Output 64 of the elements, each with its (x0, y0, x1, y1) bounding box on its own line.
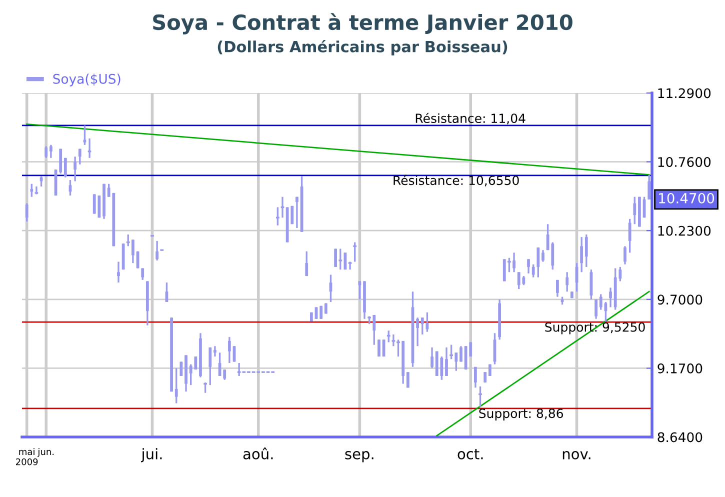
candlestick (305, 250, 308, 277)
candlestick (296, 196, 298, 229)
x-tick-label: aoû. (243, 448, 273, 460)
candlestick (527, 258, 530, 274)
candlestick (628, 218, 632, 254)
candlestick (542, 249, 544, 263)
ref-line-label: Support: 9,5250 (545, 322, 645, 334)
y-tick-label: 9.7000 (658, 294, 702, 305)
candlestick (609, 286, 612, 308)
ref-line-label: Résistance: 10,6550 (394, 174, 519, 186)
x-tick-label: jui. (140, 448, 162, 462)
x-tick-label: jun. (38, 448, 54, 457)
candlestick (484, 371, 487, 384)
candlestick (208, 346, 212, 386)
candlestick (228, 336, 231, 364)
candlestick (214, 345, 216, 358)
candlestick (420, 316, 424, 336)
y-tick-label: 8.6400 (658, 432, 702, 442)
chart-title: Soya - Contrat à terme Janvier 2010 (153, 13, 572, 34)
candlestick (624, 245, 626, 266)
candlestick (30, 183, 34, 198)
text: 10.4700 (659, 192, 714, 204)
candlestick (174, 367, 178, 404)
candlestick (416, 316, 420, 347)
candlestick (117, 260, 120, 284)
y-tick-label: 10.7600 (658, 157, 711, 167)
candlestick (584, 234, 588, 268)
y-tick-label: 9.1700 (658, 363, 702, 374)
candlestick (460, 345, 462, 363)
x-tick-label: sep. (345, 451, 374, 462)
candlestick (25, 202, 28, 222)
candlestick (430, 346, 434, 370)
candlestick (223, 368, 226, 381)
legend-label: Soya($US) (53, 74, 120, 86)
candlestick (156, 240, 159, 262)
candlestick (566, 271, 569, 292)
candlestick (532, 264, 535, 278)
candlestick (474, 366, 477, 389)
ref-line-label: Résistance: 11,04 (416, 112, 526, 124)
ref-line-label: Support: 8,86 (479, 408, 564, 421)
candlestick (320, 305, 323, 320)
candlestick (556, 279, 559, 298)
x-tick-label: nov. (562, 451, 590, 460)
candlestick (83, 124, 86, 146)
candlestick (74, 156, 77, 182)
chart-subtitle: (Dollars Américains par Boisseau) (218, 40, 508, 56)
candlestick (49, 144, 52, 159)
x-tick-label: mai 2009 (16, 448, 38, 466)
candlestick (406, 371, 410, 389)
candlestick (44, 145, 48, 159)
candlestick (648, 174, 651, 200)
candlestick (633, 196, 636, 225)
candlestick (64, 157, 67, 178)
candlestick (141, 267, 144, 281)
candlestick (594, 298, 598, 320)
candlestick (445, 346, 448, 377)
y-tick-label: 10.2300 (658, 226, 711, 236)
candlestick (358, 280, 362, 300)
y-tick-label: 11.2900 (658, 88, 711, 98)
candlestick (78, 148, 82, 166)
candlestick (59, 148, 62, 174)
candlestick (536, 246, 540, 278)
candlestick (580, 236, 584, 273)
x-tick-label: oct. (458, 448, 483, 460)
